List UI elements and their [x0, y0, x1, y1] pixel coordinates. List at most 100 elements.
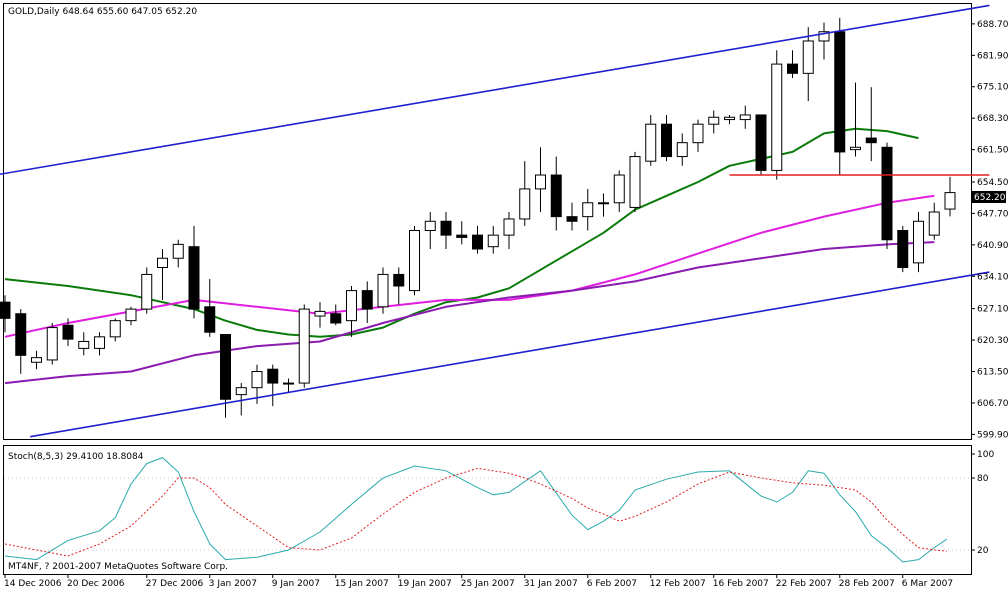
candle — [692, 119, 704, 152]
candlesticks — [0, 17, 956, 418]
candle-body-bullish — [692, 123, 704, 144]
candle — [157, 249, 168, 300]
price-tick-label: 661.50 — [977, 146, 1008, 156]
ma-purple-line — [4, 241, 935, 385]
candle-body-bearish — [267, 368, 279, 384]
current-price-tag: 652.20 — [974, 193, 1006, 203]
candle-body-bearish — [361, 290, 373, 310]
candle — [62, 318, 74, 347]
candle-body-bullish — [31, 357, 42, 363]
candle-body-bullish — [235, 387, 247, 396]
candle-body-bullish — [850, 146, 861, 151]
date-tick-label: 22 Feb 2007 — [776, 579, 832, 589]
price-tick-label: 675.10 — [977, 83, 1008, 93]
candle-body-bearish — [188, 246, 200, 310]
date-tick-label: 15 Jan 2007 — [335, 579, 389, 589]
date-axis: 14 Dec 2006 20 Dec 2006 27 Dec 2006 3 Jan 2… — [4, 574, 953, 589]
candle-body-bullish — [283, 382, 294, 385]
candle — [598, 193, 609, 217]
candle-body-bullish — [125, 308, 137, 322]
candle — [15, 309, 27, 374]
price-tick-label: 640.90 — [977, 241, 1008, 251]
candle — [818, 22, 830, 60]
stoch-main-line — [4, 457, 948, 563]
candle — [519, 161, 531, 226]
candle — [0, 295, 11, 333]
candle-body-bearish — [787, 63, 798, 74]
candle-body-bullish — [708, 116, 720, 125]
candle-body-bullish — [298, 308, 310, 384]
candle-body-bearish — [330, 313, 342, 324]
candle-body-bearish — [566, 216, 578, 222]
price-axis: 599.90 606.70 613.50 620.30 627.10 634.10 640.… — [971, 20, 1008, 440]
candle-body-bullish — [141, 273, 153, 310]
candle-body-bullish — [802, 40, 814, 74]
candle — [566, 202, 578, 231]
candle-body-bearish — [15, 313, 27, 356]
candle-body-bullish — [944, 192, 956, 210]
candle — [267, 364, 279, 407]
candle — [377, 267, 389, 314]
candle-body-bullish — [78, 340, 90, 349]
date-tick-label: 12 Feb 2007 — [650, 579, 706, 589]
candle — [472, 225, 483, 254]
current-price-tag-bg — [972, 191, 1006, 203]
candle-body-bullish — [724, 116, 735, 121]
candle — [94, 332, 105, 356]
date-tick-label: 6 Feb 2007 — [587, 579, 637, 589]
candle — [393, 267, 405, 305]
candle — [881, 142, 893, 250]
candle-body-bearish — [393, 273, 405, 287]
date-tick-label: 25 Jan 2007 — [461, 579, 515, 589]
candle — [802, 27, 814, 102]
price-tick-label: 606.70 — [977, 399, 1008, 409]
stoch-title: Stoch(8,5,3) 29.4100 18.8084 — [8, 452, 144, 462]
date-tick-label: 14 Dec 2006 — [4, 579, 62, 589]
date-tick-label: 27 Dec 2006 — [146, 579, 204, 589]
candle — [424, 212, 436, 250]
candle-body-bullish — [503, 218, 515, 236]
price-tick-label: 613.50 — [977, 368, 1008, 378]
stoch-signal-line — [4, 467, 947, 557]
candle-body-bullish — [676, 142, 688, 158]
copyright-text: MT4NF, ? 2001-2007 MetaQuotes Software C… — [8, 562, 228, 572]
candle — [913, 212, 924, 273]
candle — [188, 225, 200, 319]
candle-body-bullish — [598, 202, 609, 205]
price-tick-label: 634.10 — [977, 272, 1008, 282]
ma-magenta-line — [4, 194, 935, 338]
date-tick-label: 9 Jan 2007 — [272, 579, 320, 589]
candle — [109, 318, 121, 342]
candle-body-bullish — [928, 211, 940, 236]
candle — [724, 114, 735, 125]
channel-lower-line — [30, 271, 990, 438]
candle-body-bullish — [314, 310, 326, 317]
candle — [31, 350, 42, 370]
candle — [440, 212, 452, 250]
stoch-tick-label: 100 — [977, 450, 994, 460]
price-tick-label: 620.30 — [977, 336, 1008, 346]
candle-body-bullish — [94, 336, 105, 349]
candle-body-bearish — [550, 174, 562, 218]
candle — [487, 225, 499, 254]
candle — [755, 114, 767, 176]
candle — [787, 50, 798, 78]
candle — [346, 285, 357, 337]
candle — [550, 156, 562, 231]
candle-body-bullish — [46, 327, 58, 361]
candle — [456, 221, 468, 245]
price-tick-label: 688.70 — [977, 20, 1008, 30]
candle — [865, 87, 877, 162]
candle — [125, 306, 137, 326]
candle — [141, 267, 153, 314]
date-tick-label: 20 Dec 2006 — [67, 579, 125, 589]
candle — [78, 332, 90, 356]
date-tick-label: 6 Mar 2007 — [902, 579, 953, 589]
price-tick-label: 647.70 — [977, 209, 1008, 219]
candle — [897, 225, 909, 273]
date-tick-label: 16 Feb 2007 — [713, 579, 769, 589]
candle-body-bullish — [172, 243, 184, 259]
candle — [503, 212, 515, 250]
